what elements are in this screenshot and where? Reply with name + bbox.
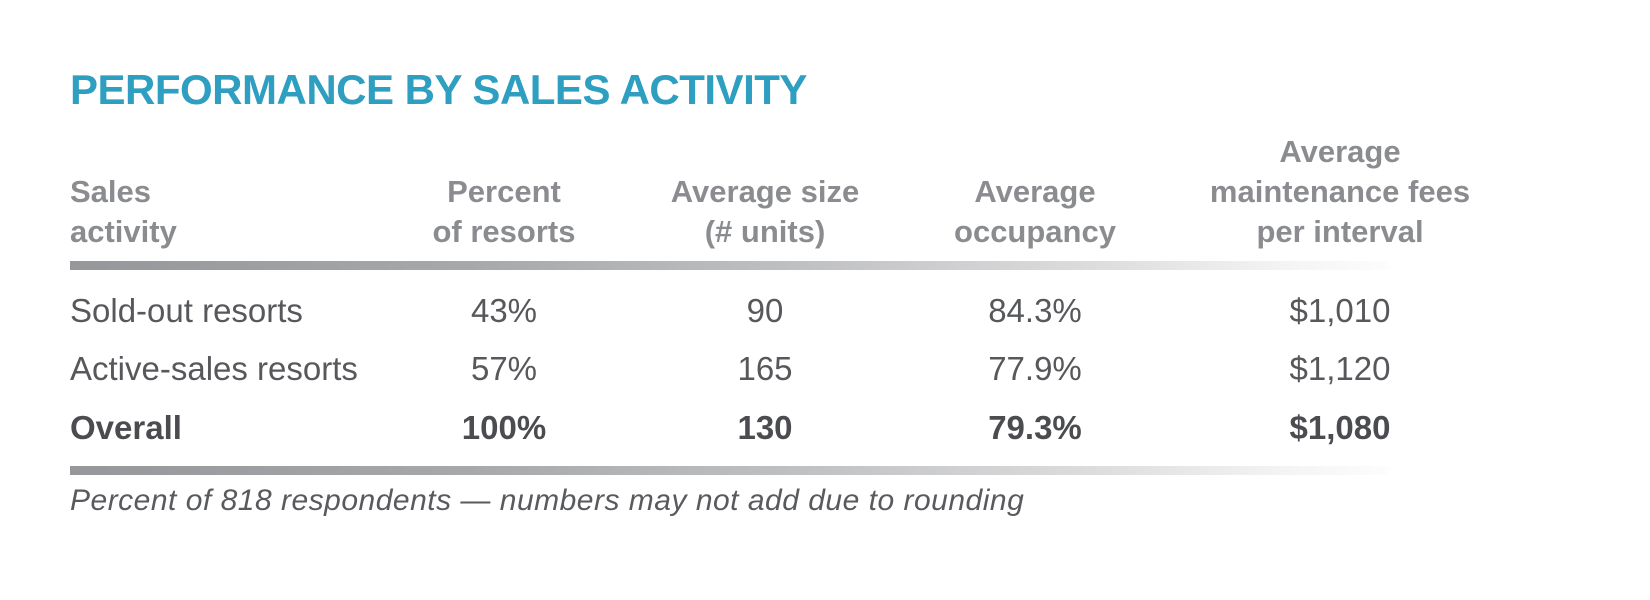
table-rule-top (70, 261, 1390, 270)
column-header-average-occupancy: Average occupancy (912, 172, 1158, 252)
table-rule-bottom (70, 466, 1390, 475)
cell-average-occupancy: 77.9% (988, 350, 1082, 387)
cell-percent-of-resorts: 57% (470, 350, 538, 387)
header-line: occupancy (954, 214, 1116, 249)
table-row: Active-sales resorts 57% 165 77.9% $1,12… (0, 349, 1650, 389)
column-header-average-size: Average size (# units) (650, 172, 880, 252)
cell-sales-activity: Sold-out resorts (70, 292, 303, 329)
cell-sales-activity: Overall (70, 409, 182, 446)
header-line: (# units) (704, 214, 826, 249)
header-line: maintenance fees (1209, 174, 1471, 209)
cell-percent-of-resorts: 43% (470, 292, 538, 329)
column-header-average-maintenance-fees: Average maintenance fees per interval (1172, 132, 1508, 252)
cell-average-size: 165 (737, 350, 793, 387)
table-row-overall: Overall 100% 130 79.3% $1,080 (0, 408, 1650, 448)
header-line: of resorts (432, 214, 576, 249)
header-line: Average size (670, 174, 860, 209)
column-header-sales-activity: Sales activity (70, 172, 400, 252)
cell-average-maintenance-fees: $1,120 (1289, 350, 1391, 387)
cell-average-maintenance-fees: $1,010 (1289, 292, 1391, 329)
page-title: PERFORMANCE BY SALES ACTIVITY (70, 66, 807, 113)
header-line: Average (1279, 134, 1401, 169)
column-header-percent-of-resorts: Percent of resorts (392, 172, 616, 252)
header-line: Percent (447, 174, 561, 209)
table-row: Sold-out resorts 43% 90 84.3% $1,010 (0, 291, 1650, 331)
cell-average-size: 90 (746, 292, 784, 329)
cell-average-occupancy: 79.3% (988, 409, 1082, 446)
cell-average-maintenance-fees: $1,080 (1289, 409, 1391, 446)
cell-percent-of-resorts: 100% (461, 409, 547, 446)
table-footnote: Percent of 818 respondents — numbers may… (70, 484, 1025, 517)
cell-sales-activity: Active-sales resorts (70, 350, 358, 387)
header-line: Sales (70, 174, 152, 209)
header-line: Average (974, 174, 1096, 209)
header-line: activity (70, 214, 177, 249)
cell-average-occupancy: 84.3% (988, 292, 1082, 329)
cell-average-size: 130 (737, 409, 793, 446)
header-line: per interval (1256, 214, 1424, 249)
